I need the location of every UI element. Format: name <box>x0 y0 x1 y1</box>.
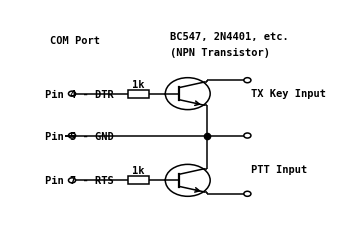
Text: COM Port: COM Port <box>49 36 100 46</box>
Bar <box>128 90 149 98</box>
Text: 1k: 1k <box>132 166 145 176</box>
Text: PTT Input: PTT Input <box>251 164 307 174</box>
Text: Pin 5 - GND: Pin 5 - GND <box>46 131 114 141</box>
Text: BC547, 2N4401, etc.: BC547, 2N4401, etc. <box>170 32 289 42</box>
Text: Pin 4 - DTR: Pin 4 - DTR <box>46 89 114 99</box>
Text: (NPN Transistor): (NPN Transistor) <box>170 48 270 58</box>
Text: 1k: 1k <box>132 79 145 89</box>
Text: Pin 7 - RTS: Pin 7 - RTS <box>46 176 114 186</box>
Bar <box>128 177 149 185</box>
Text: TX Key Input: TX Key Input <box>251 88 326 98</box>
